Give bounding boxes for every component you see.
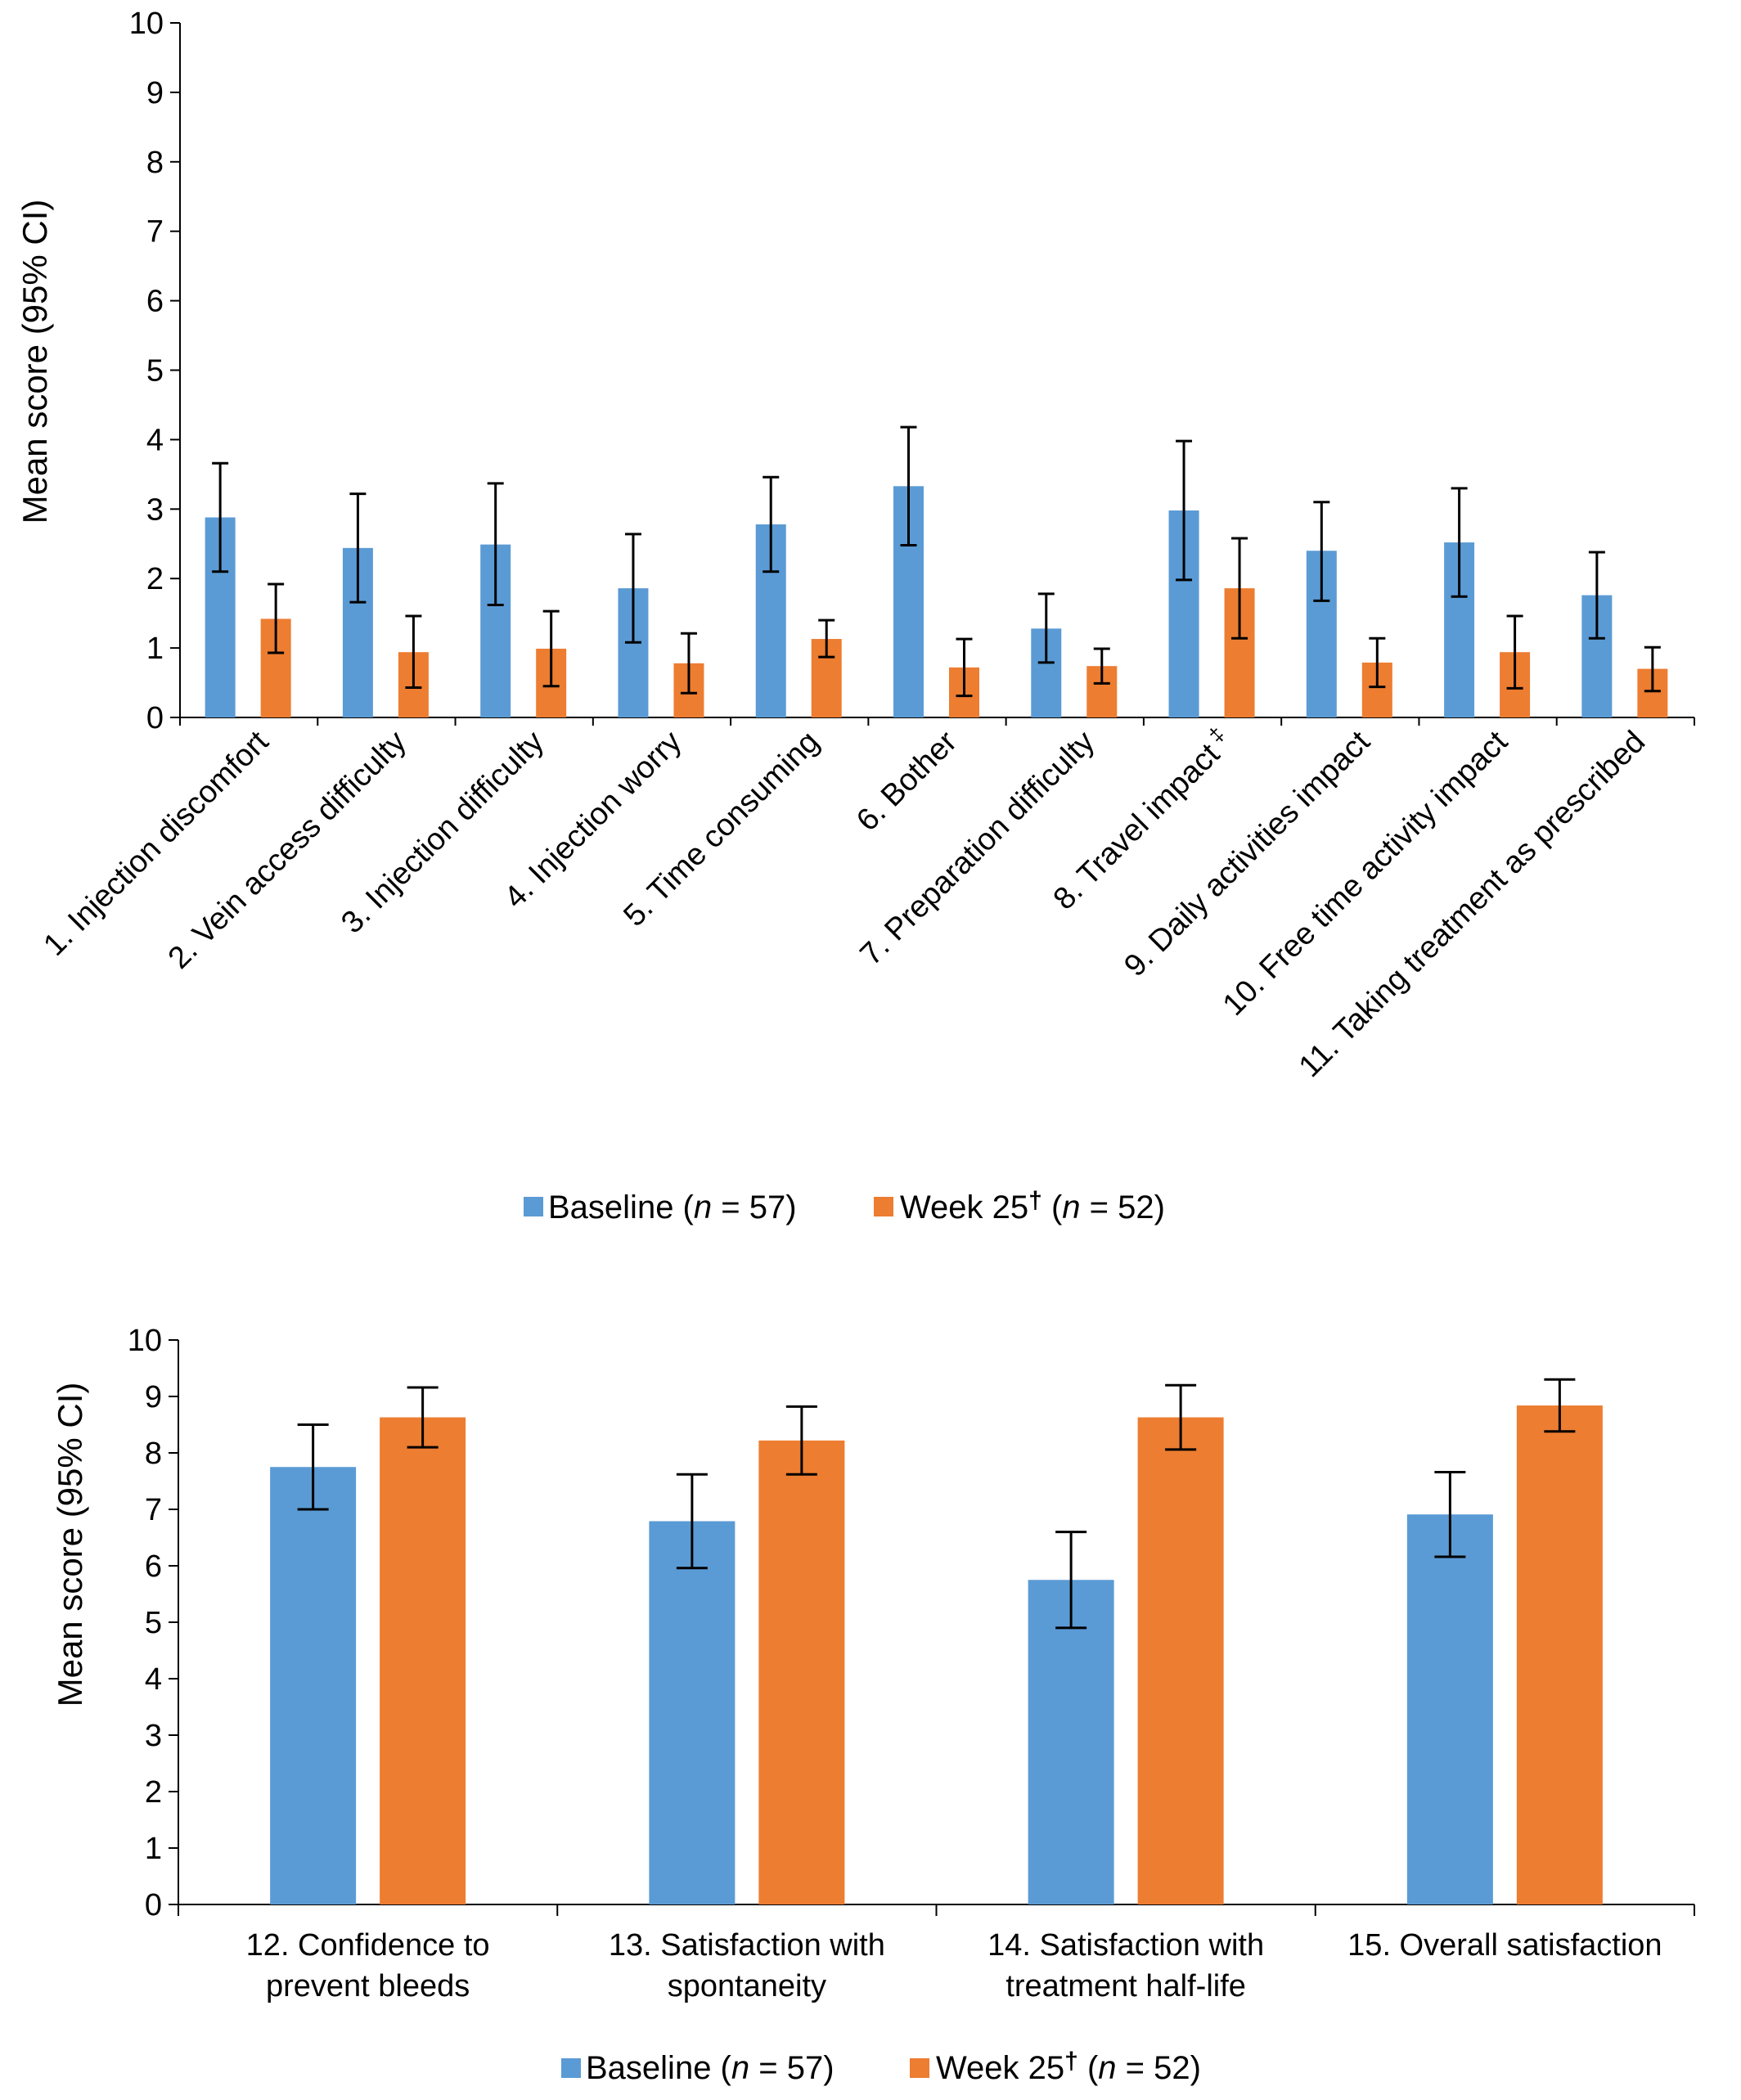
- y-tick-label: 2: [146, 562, 164, 596]
- y-tick-label: 0: [145, 1888, 162, 1922]
- y-tick-label: 4: [146, 423, 164, 457]
- category-label: 15. Overall satisfaction: [1347, 1928, 1662, 1963]
- legend-label-week25: Week 25† (n = 52): [900, 1187, 1165, 1225]
- category-label: 7. Preparation difficulty: [854, 725, 1102, 973]
- category-label: 2. Vein access difficulty: [162, 725, 413, 976]
- bar-week25: [1137, 1417, 1224, 1904]
- legend-swatch-week25: [874, 1197, 893, 1216]
- top-chart-bars: [205, 486, 1668, 717]
- bottom-chart-category-labels: 12. Confidence to prevent bleeds 13. Satis…: [246, 1928, 1662, 2003]
- legend-swatch-week25: [910, 2058, 929, 2078]
- y-tick-label: 5: [145, 1606, 162, 1640]
- category-label: 12. Confidence to prevent bleeds: [246, 1928, 490, 2003]
- category-label: 10. Free time activity impact: [1217, 724, 1514, 1022]
- y-tick-label: 0: [146, 701, 164, 735]
- y-tick-label: 5: [146, 354, 164, 389]
- legend-label-baseline: Baseline (n = 57): [548, 1189, 797, 1225]
- bar-week25: [758, 1440, 845, 1904]
- y-tick-label: 3: [145, 1719, 162, 1753]
- bar-baseline: [649, 1521, 736, 1904]
- y-tick-label: 7: [145, 1493, 162, 1527]
- bottom-chart-error-bars: [297, 1378, 1576, 1630]
- category-label: 13. Satisfaction with spontaneity: [609, 1928, 885, 2003]
- y-tick-label: 8: [145, 1437, 162, 1471]
- y-tick-label: 9: [146, 76, 164, 110]
- y-tick-label: 4: [145, 1662, 162, 1697]
- y-tick-label: 10: [129, 7, 164, 41]
- y-tick-label: 6: [145, 1549, 162, 1584]
- legend-label-week25: Week 25† (n = 52): [936, 2048, 1201, 2086]
- legend-swatch-baseline: [524, 1197, 543, 1216]
- y-tick-label: 1: [145, 1832, 162, 1866]
- top-chart-error-bars: [212, 425, 1661, 698]
- bar-baseline: [1028, 1580, 1114, 1904]
- bottom-chart-bars: [270, 1405, 1603, 1904]
- bar-week25: [380, 1417, 466, 1904]
- top-chart-y-ticks: 0 1 2 3 4 5 6 7 8 9 10: [129, 7, 180, 735]
- bottom-chart-legend: Baseline (n = 57) Week 25† (n = 52): [561, 2048, 1201, 2086]
- category-label: 14. Satisfaction with treatment half-life: [987, 1928, 1264, 2003]
- y-tick-label: 6: [146, 285, 164, 319]
- bottom-chart-y-ticks: 0 1 2 3 4 5 6 7 8 9 10: [128, 1324, 178, 1922]
- y-tick-label: 3: [146, 492, 164, 527]
- bar-baseline: [1406, 1514, 1493, 1904]
- legend-label-baseline: Baseline (n = 57): [586, 2050, 835, 2086]
- bottom-chart-y-axis-label: Mean score (95% CI): [51, 1383, 89, 1707]
- category-label: 1. Injection discomfort: [37, 724, 275, 962]
- y-tick-label: 9: [145, 1380, 162, 1414]
- top-chart-legend: Baseline (n = 57) Week 25† (n = 52): [524, 1187, 1165, 1225]
- category-label: 9. Daily activities impact: [1118, 724, 1377, 983]
- y-tick-label: 10: [128, 1324, 162, 1358]
- y-tick-label: 7: [146, 215, 164, 250]
- category-label: 6. Bother: [850, 724, 964, 838]
- bar-week25: [1516, 1405, 1603, 1904]
- y-tick-label: 2: [145, 1775, 162, 1810]
- y-tick-label: 1: [146, 632, 164, 666]
- chart-bottom: 0 1 2 3 4 5 6 7 8 9 10 12. Confidence to prevent bl…: [51, 1324, 1695, 2086]
- top-chart-y-axis-label: Mean score (95% CI): [16, 200, 54, 524]
- legend-swatch-baseline: [561, 2058, 581, 2078]
- y-tick-label: 8: [146, 146, 164, 180]
- bar-baseline: [270, 1467, 357, 1904]
